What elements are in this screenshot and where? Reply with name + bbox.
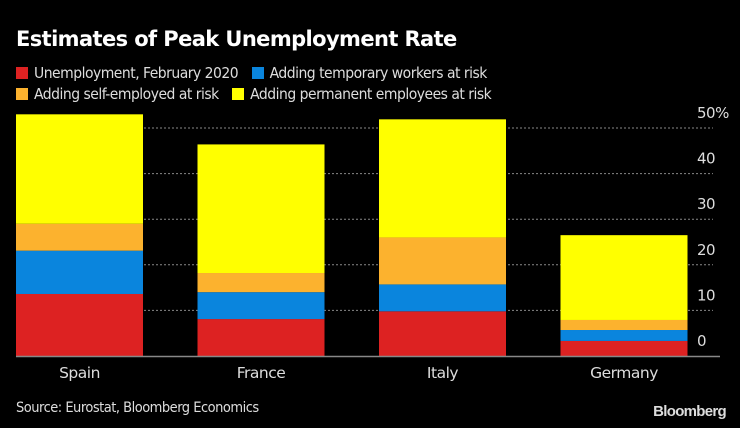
bar-segment [560, 340, 688, 356]
legend-swatch-blue [251, 67, 264, 79]
bar-italy [379, 119, 506, 356]
legend-item-self-employed: Adding self-employed at risk [16, 84, 219, 104]
bar-segment [197, 144, 325, 274]
bar-segment [16, 223, 143, 251]
bloomberg-logo: Bloomberg [653, 403, 727, 420]
bar-segment [197, 273, 325, 293]
bar-segment [379, 119, 506, 238]
legend-item-temporary: Adding temporary workers at risk [251, 63, 488, 83]
bars [16, 114, 688, 356]
x-category-label: Spain [59, 364, 100, 382]
bar-segment [379, 311, 506, 356]
bar-segment [379, 284, 506, 312]
source-note: Source: Eurostat, Bloomberg Economics [16, 400, 259, 416]
legend-label: Adding self-employed at risk [34, 85, 219, 103]
x-category-label: Italy [427, 364, 458, 382]
bar-segment [560, 235, 688, 320]
legend: Unemployment, February 2020 Adding tempo… [16, 63, 656, 105]
bar-segment [560, 330, 688, 341]
legend-swatch-red [16, 67, 28, 79]
y-tick-label: 30 [697, 195, 715, 213]
bar-segment [16, 250, 143, 294]
y-tick-label: 40 [697, 150, 715, 168]
chart-title: Estimates of Peak Unemployment Rate [16, 27, 457, 51]
bar-spain [16, 114, 143, 356]
legend-swatch-orange [16, 88, 28, 100]
legend-row-1: Unemployment, February 2020 Adding tempo… [16, 63, 656, 84]
legend-item-permanent: Adding permanent employees at risk [232, 84, 492, 104]
y-axis-ticks: 0 10 20 30 40 50% [697, 104, 730, 350]
y-tick-label: 10 [697, 286, 715, 304]
y-tick-label: 0 [697, 332, 706, 350]
legend-row-2: Adding self-employed at risk Adding perm… [16, 84, 656, 105]
legend-swatch-yellow [232, 88, 245, 100]
x-axis-categories: Spain France Italy Germany [59, 364, 659, 382]
bar-segment [197, 319, 325, 356]
x-category-label: France [237, 364, 286, 382]
bar-germany [560, 235, 688, 356]
legend-label: Adding permanent employees at risk [250, 85, 492, 103]
bar-segment [16, 114, 143, 224]
bar-segment [197, 292, 325, 320]
bar-segment [560, 319, 688, 331]
y-tick-label: 50% [697, 104, 729, 122]
y-tick-label: 20 [697, 241, 715, 259]
bar-segment [16, 293, 143, 356]
bar-segment [379, 237, 506, 285]
x-category-label: Germany [590, 364, 658, 382]
legend-label: Adding temporary workers at risk [269, 64, 488, 82]
legend-item-unemployment: Unemployment, February 2020 [16, 63, 239, 83]
bar-france [197, 144, 325, 356]
legend-label: Unemployment, February 2020 [34, 64, 239, 82]
